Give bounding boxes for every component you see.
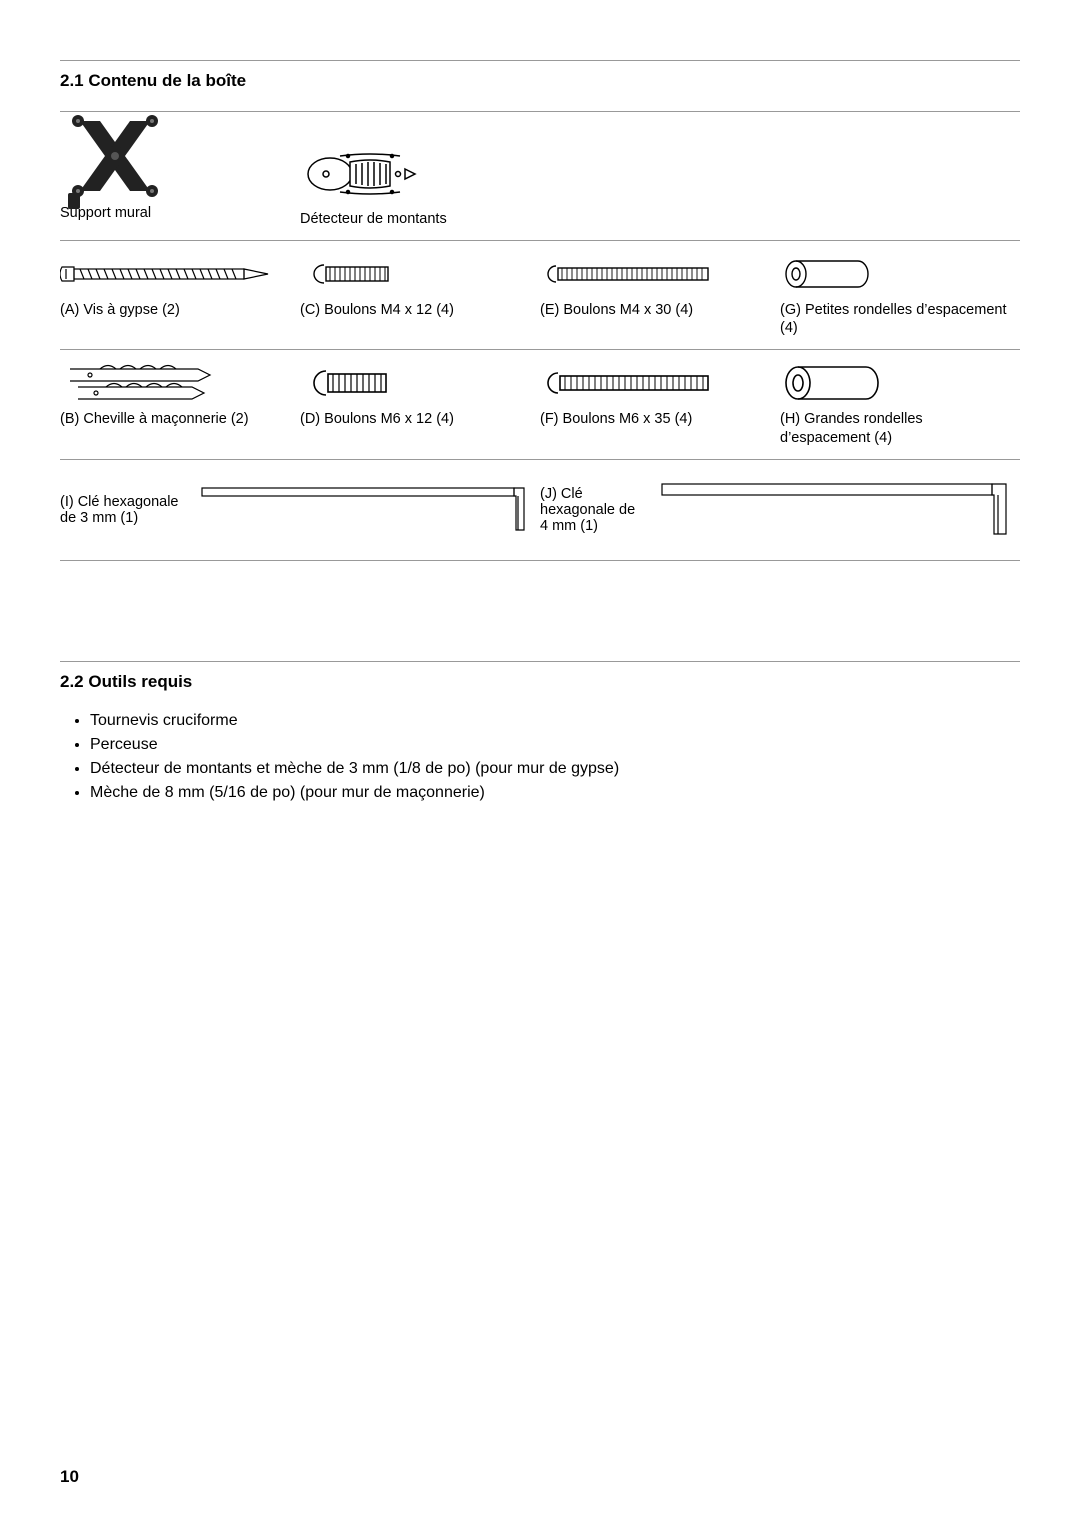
cell-C: (C) Boulons M4 x 12 (4)	[300, 255, 540, 319]
label-D: (D) Boulons M6 x 12 (4)	[300, 410, 530, 428]
cell-H: (H) Grandes rondelles d’espacement (4)	[780, 364, 1020, 446]
row-bdfh: (B) Cheville à maçonnerie (2)	[60, 349, 1020, 458]
label-C: (C) Boulons M4 x 12 (4)	[300, 301, 530, 319]
tool-item: Détecteur de montants et mèche de 3 mm (…	[90, 760, 1020, 778]
cell-F: (F) Boulons M6 x 35 (4)	[540, 364, 780, 428]
bolt-m4x12-icon	[300, 255, 530, 293]
cell-B: (B) Cheville à maçonnerie (2)	[60, 364, 300, 428]
section-title-tools: 2.2 Outils requis	[60, 672, 1020, 692]
section-tools: 2.2 Outils requis Tournevis cruciforme P…	[60, 661, 1020, 802]
cell-support-mural: Support mural	[60, 126, 300, 222]
label-G: (G) Petites rondelles d’espacement (4)	[780, 301, 1010, 337]
cell-stud-finder: Détecteur de montants	[300, 126, 540, 228]
bolt-m6x12-icon	[300, 364, 530, 402]
page-number: 10	[60, 1467, 79, 1487]
tool-item: Tournevis cruciforme	[90, 712, 1020, 730]
label-F: (F) Boulons M6 x 35 (4)	[540, 410, 770, 428]
label-J: (J) Clé hexagonale de 4 mm (1)	[540, 486, 646, 534]
cell-D: (D) Boulons M6 x 12 (4)	[300, 364, 540, 428]
cell-E: (E) Boulons M4 x 30 (4)	[540, 255, 780, 319]
section-rule	[60, 60, 1020, 61]
small-spacer-icon	[780, 255, 1010, 293]
label-I: (I) Clé hexagonale de 3 mm (1)	[60, 494, 186, 526]
drywall-screw-icon	[60, 255, 290, 293]
label-stud-finder: Détecteur de montants	[300, 210, 530, 228]
cell-I: (I) Clé hexagonale de 3 mm (1)	[60, 478, 540, 542]
hex-key-3mm-icon	[200, 482, 540, 538]
stud-finder-icon	[300, 126, 530, 202]
label-A: (A) Vis à gypse (2)	[60, 301, 290, 319]
section-title-contents: 2.1 Contenu de la boîte	[60, 71, 1020, 91]
row-main-items: Support mural	[60, 112, 1020, 240]
label-support-mural: Support mural	[60, 204, 290, 222]
row-hex-keys: (I) Clé hexagonale de 3 mm (1) (J) Clé h…	[60, 459, 1020, 560]
label-B: (B) Cheville à maçonnerie (2)	[60, 410, 290, 428]
bolt-m4x30-icon	[540, 255, 770, 293]
bolt-m6x35-icon	[540, 364, 770, 402]
tool-item: Perceuse	[90, 736, 1020, 754]
box-contents: Support mural	[60, 111, 1020, 561]
cell-J: (J) Clé hexagonale de 4 mm (1)	[540, 478, 1020, 542]
row-aceg: (A) Vis à gypse (2)	[60, 240, 1020, 349]
label-H: (H) Grandes rondelles d’espacement (4)	[780, 410, 1010, 446]
tools-list: Tournevis cruciforme Perceuse Détecteur …	[70, 712, 1020, 802]
masonry-anchor-icon	[60, 364, 290, 402]
cell-A: (A) Vis à gypse (2)	[60, 255, 300, 319]
tool-item: Mèche de 8 mm (5/16 de po) (pour mur de …	[90, 784, 1020, 802]
wall-mount-icon	[60, 126, 290, 196]
hex-key-4mm-icon	[660, 478, 1020, 542]
large-spacer-icon	[780, 364, 1010, 402]
label-E: (E) Boulons M4 x 30 (4)	[540, 301, 770, 319]
cell-G: (G) Petites rondelles d’espacement (4)	[780, 255, 1020, 337]
section-rule-2	[60, 661, 1020, 662]
